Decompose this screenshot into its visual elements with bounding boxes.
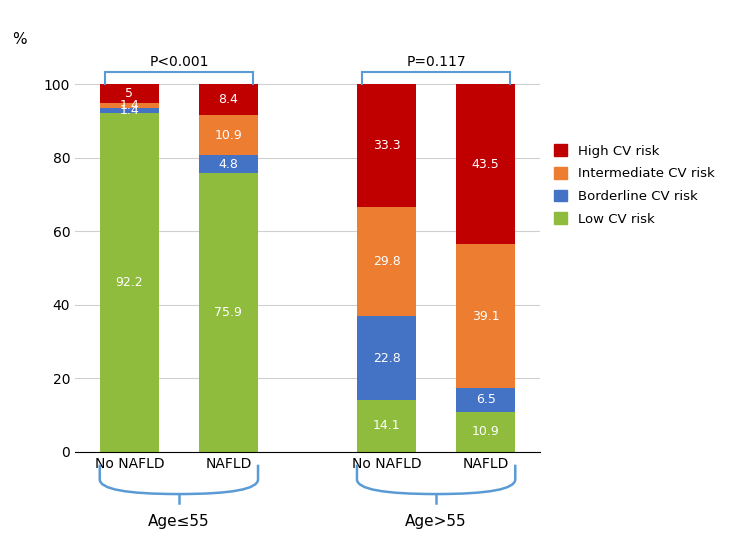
Bar [199,155,258,173]
Text: %: % [12,32,26,47]
Text: 22.8: 22.8 [373,352,400,365]
Text: 10.9: 10.9 [214,129,242,142]
Text: 39.1: 39.1 [472,310,500,322]
Bar [357,316,416,400]
Text: 1.4: 1.4 [119,99,140,112]
Text: 8.4: 8.4 [218,94,238,106]
Bar [100,84,159,103]
Bar [357,207,416,316]
Bar [456,84,515,244]
Bar [100,113,159,452]
Bar [199,173,258,452]
Bar [357,400,416,452]
Text: 43.5: 43.5 [472,158,500,171]
Bar [199,115,258,155]
Text: 75.9: 75.9 [214,306,242,319]
Bar [100,103,159,108]
Bar [199,84,258,115]
Legend: High CV risk, Intermediate CV risk, Borderline CV risk, Low CV risk: High CV risk, Intermediate CV risk, Bord… [554,144,715,226]
Text: 33.3: 33.3 [373,139,400,152]
Text: 92.2: 92.2 [116,276,143,289]
Text: 6.5: 6.5 [476,393,496,406]
Bar [456,388,515,412]
Bar [456,412,515,452]
Text: 5: 5 [125,87,134,100]
Bar [100,108,159,113]
Text: 14.1: 14.1 [373,419,400,433]
Text: P<0.001: P<0.001 [149,55,208,69]
Text: 1.4: 1.4 [119,104,140,117]
Text: 4.8: 4.8 [218,158,238,171]
Text: 10.9: 10.9 [472,425,500,438]
Bar [357,84,416,207]
Text: 29.8: 29.8 [373,255,400,268]
Text: P=0.117: P=0.117 [406,55,466,69]
Bar [456,244,515,388]
Text: Age≤55: Age≤55 [148,514,210,530]
Text: Age>55: Age>55 [405,514,467,530]
